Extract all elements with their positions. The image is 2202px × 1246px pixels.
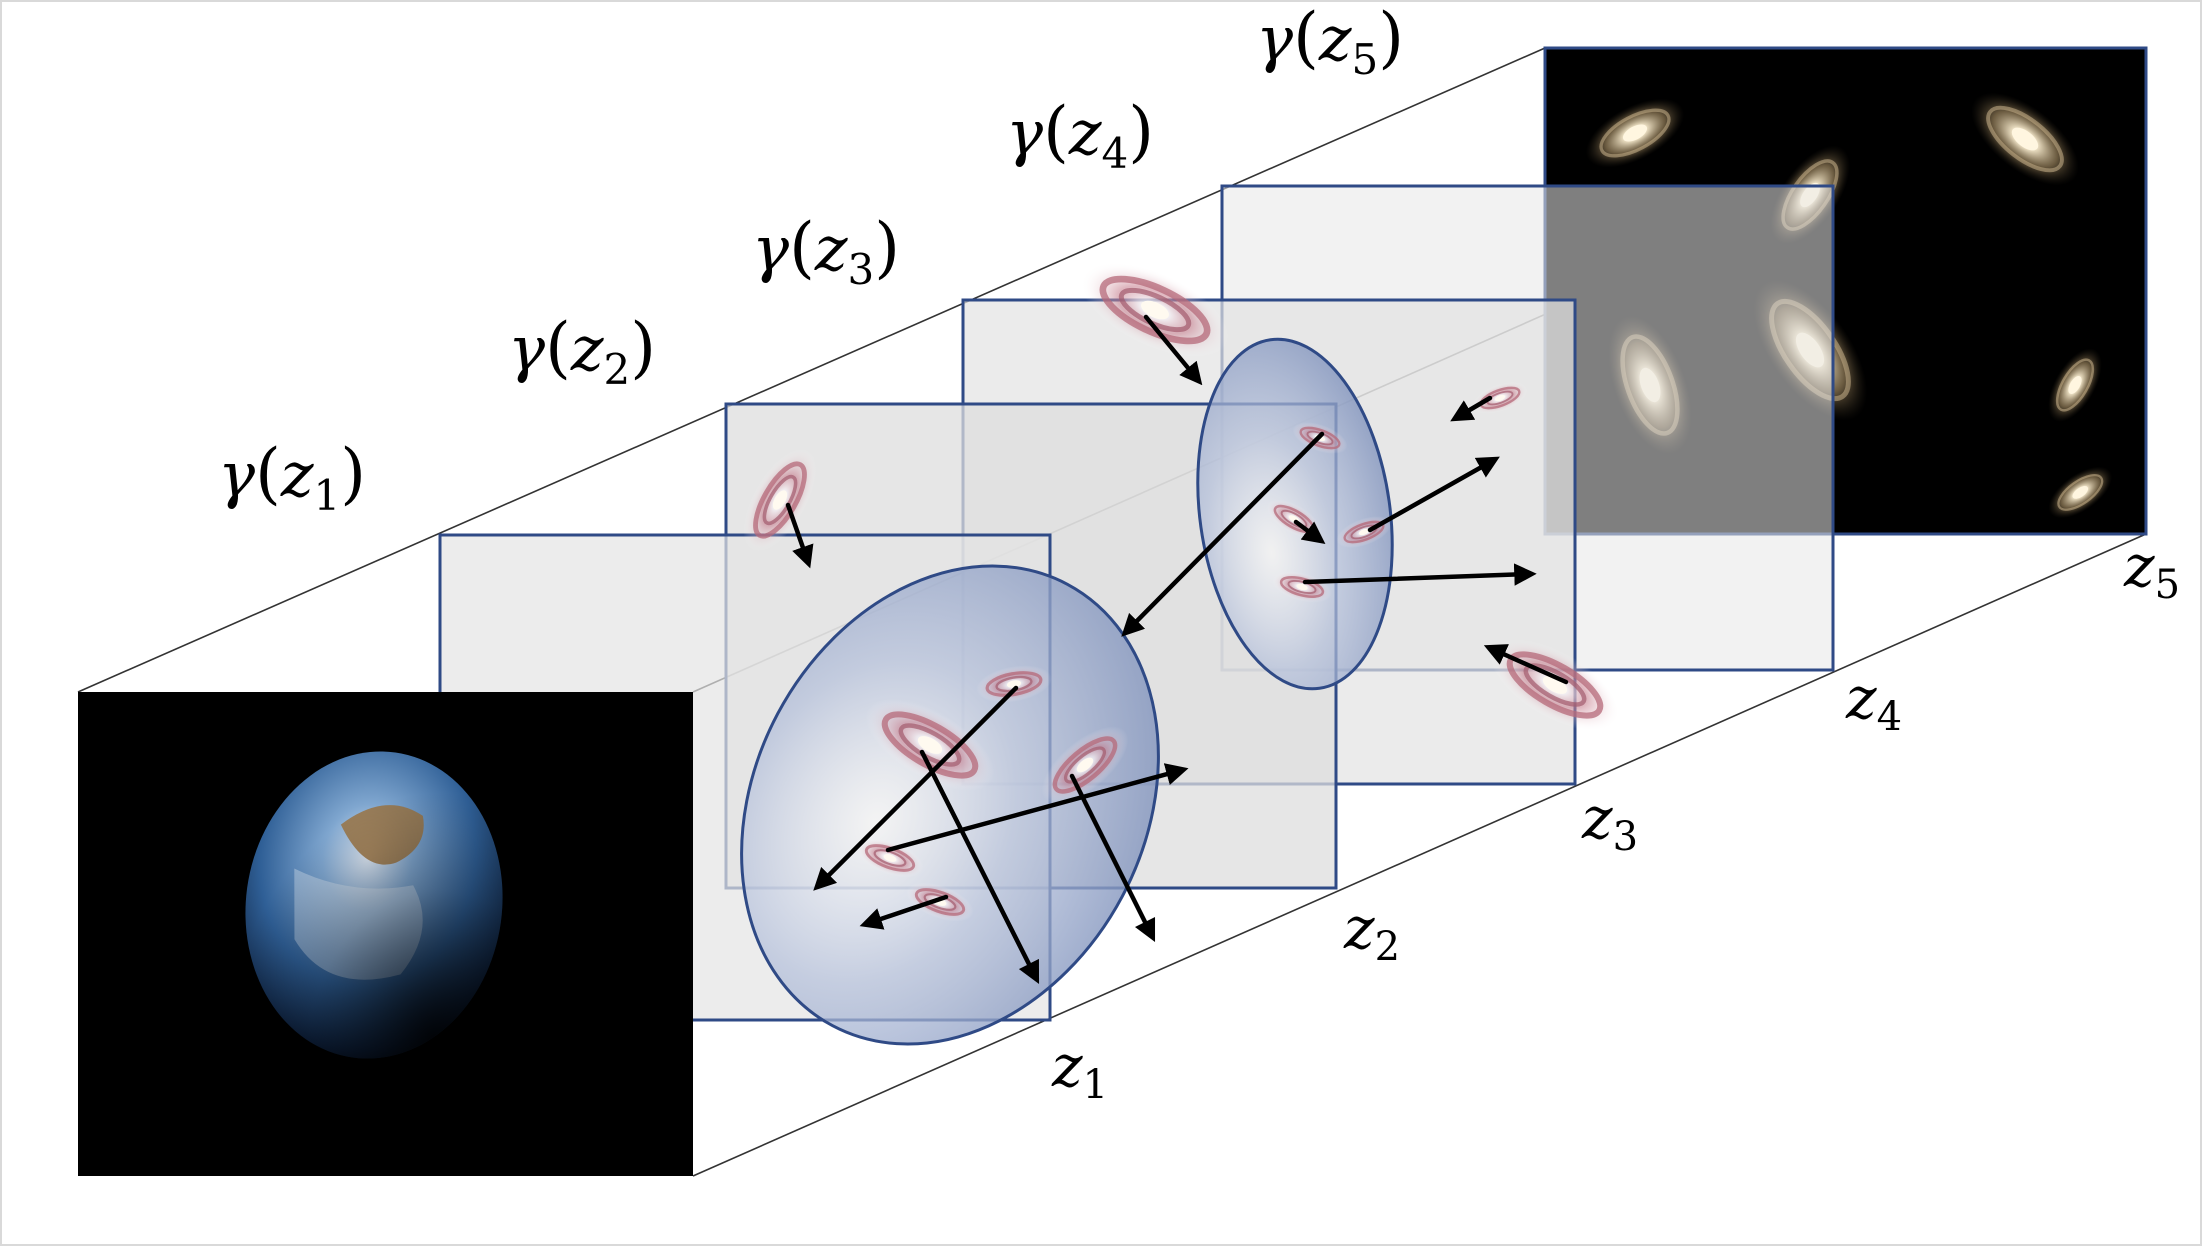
gamma-label-5: γ(z5) bbox=[1256, 0, 1404, 84]
deflection-arrows bbox=[785, 314, 1569, 985]
gamma-label-2: γ(z2) bbox=[508, 309, 656, 394]
gamma-labels: γ(z1) γ(z2) γ(z3) γ(z4) γ(z5) bbox=[218, 0, 1404, 520]
z-label-3: z3 bbox=[1581, 784, 1638, 860]
observer-plane bbox=[78, 692, 693, 1176]
z-label-2: z2 bbox=[1343, 894, 1400, 970]
z-label-1: z1 bbox=[1051, 1032, 1108, 1108]
gamma-label-1: γ(z1) bbox=[218, 435, 366, 520]
z-label-5: z5 bbox=[2123, 532, 2180, 608]
gamma-label-3: γ(z3) bbox=[752, 209, 900, 294]
z-label-4: z4 bbox=[1845, 664, 1902, 740]
z-labels: z1 z2 z3 z4 z5 bbox=[1051, 532, 2180, 1108]
gamma-label-4: γ(z4) bbox=[1006, 93, 1154, 178]
